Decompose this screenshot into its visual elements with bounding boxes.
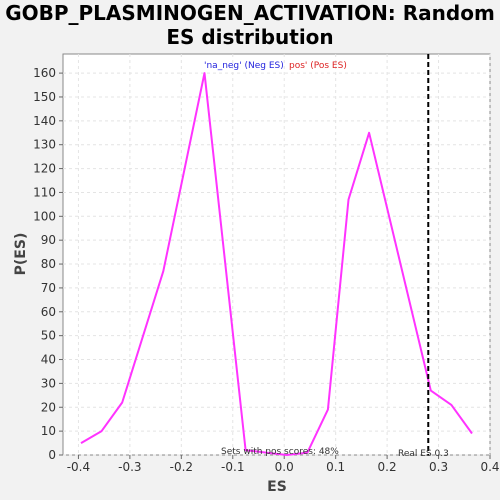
legend-neg-label: 'na_neg' (Neg ES)	[204, 61, 284, 71]
y-tick-label: 30	[41, 376, 56, 390]
series-line	[80, 72, 473, 456]
y-tick-label: 90	[41, 233, 56, 247]
x-tick-label: 0.2	[378, 460, 397, 474]
y-tick-label: 40	[41, 353, 56, 367]
y-tick-label: 130	[33, 138, 56, 152]
x-axis-label: ES	[267, 479, 287, 495]
y-tick-label: 20	[41, 400, 56, 414]
y-axis-ticks: 0 10 20 30 40 50 60 70 80 90 100 110 120 130 140 150 160	[33, 66, 63, 462]
y-tick-label: 150	[33, 90, 56, 104]
y-tick-label: 120	[33, 162, 56, 176]
y-tick-label: 60	[41, 305, 56, 319]
x-tick-label: -0.1	[221, 460, 244, 474]
series-group	[80, 72, 473, 456]
x-tick-label: 0.1	[326, 460, 345, 474]
x-axis-ticks: -0.4 -0.3 -0.2 -0.1 0.0 0.1 0.2 0.3 0.4	[67, 455, 500, 474]
x-tick-label: 0.4	[480, 460, 499, 474]
pos-scores-annotation: Sets with pos scores: 48%	[221, 447, 339, 457]
real-es-annotation: Real ES 0.3	[398, 449, 449, 459]
y-tick-label: 70	[41, 281, 56, 295]
chart-title-line-2: ES distribution	[166, 25, 334, 49]
x-tick-label: -0.4	[67, 460, 90, 474]
plot-area	[62, 53, 491, 456]
y-tick-label: 140	[33, 114, 56, 128]
x-tick-label: -0.3	[118, 460, 141, 474]
y-tick-label: 160	[33, 66, 56, 80]
y-tick-label: 10	[41, 424, 56, 438]
x-tick-label: -0.2	[170, 460, 193, 474]
y-tick-label: 110	[33, 185, 56, 199]
y-tick-label: 100	[33, 209, 56, 223]
y-tick-label: 80	[41, 257, 56, 271]
x-tick-label: 0.3	[429, 460, 448, 474]
x-tick-label: 0.0	[275, 460, 294, 474]
legend-pos-label: pos' (Pos ES)	[289, 61, 347, 71]
grid-lines	[63, 54, 491, 456]
chart-title-line-1: GOBP_PLASMINOGEN_ACTIVATION: Random	[5, 1, 495, 25]
y-tick-label: 50	[41, 329, 56, 343]
chart-title: GOBP_PLASMINOGEN_ACTIVATION: Random ES d…	[0, 1, 500, 49]
y-axis-label: P(ES)	[13, 233, 29, 276]
y-tick-label: 0	[48, 448, 56, 462]
